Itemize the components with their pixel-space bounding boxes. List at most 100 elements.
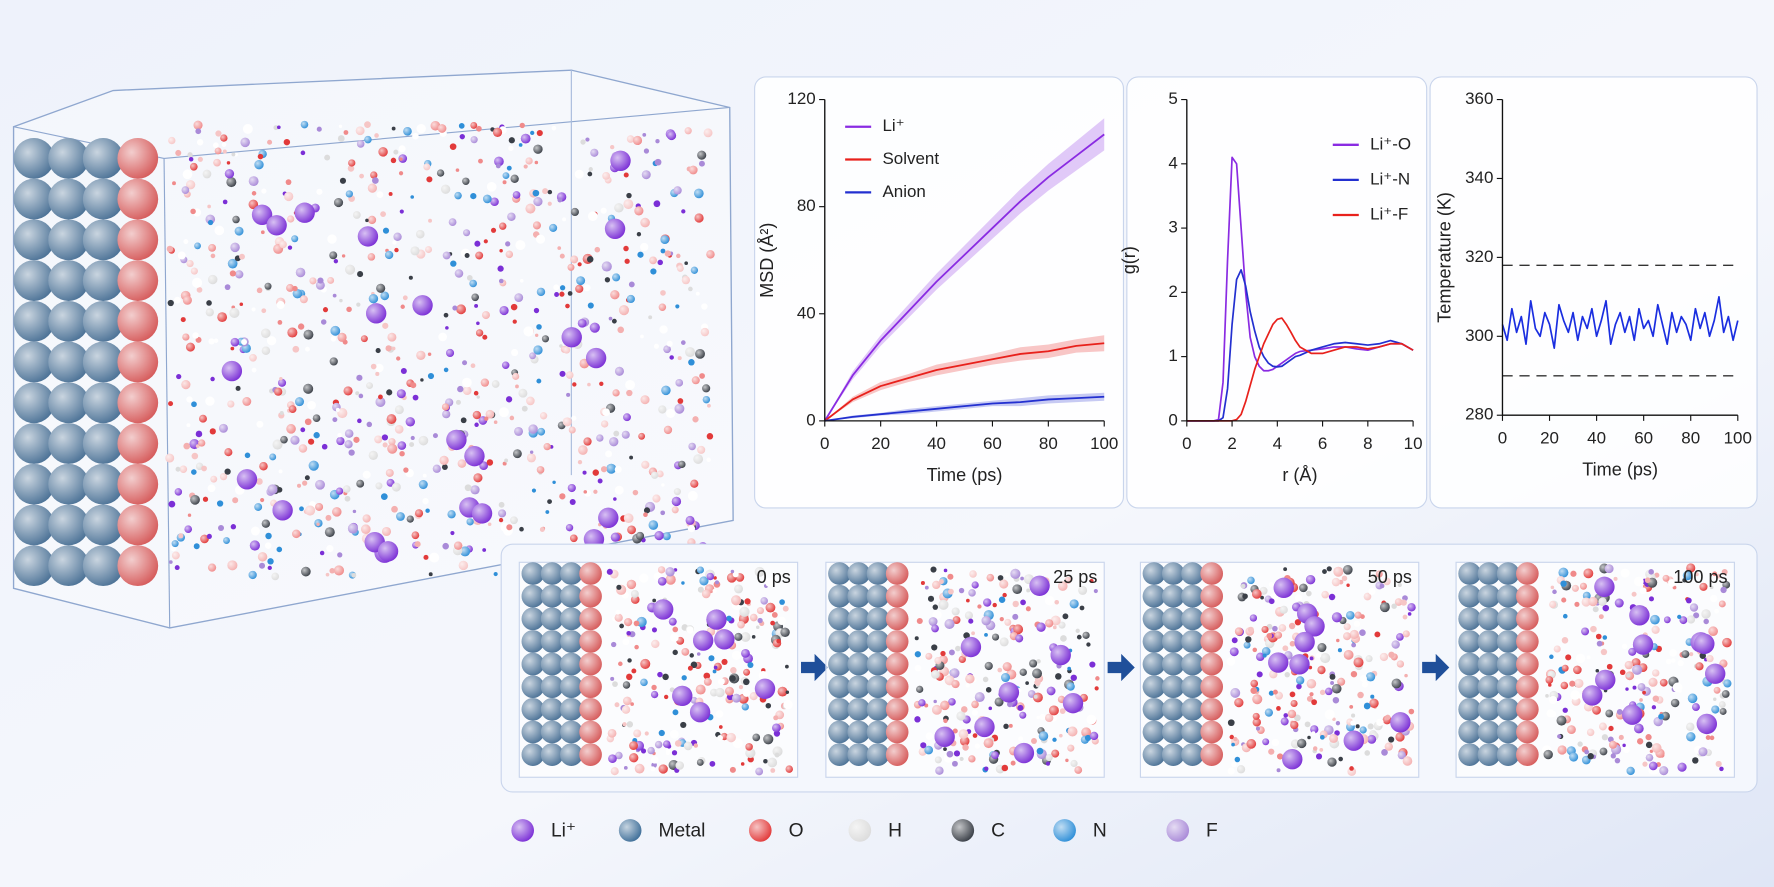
- atom: [924, 585, 929, 590]
- atom: [661, 483, 665, 487]
- atom: [1034, 679, 1041, 686]
- atom-shine: [1710, 594, 1718, 603]
- atom-shine: [650, 690, 659, 699]
- atom-shine: [1230, 688, 1241, 698]
- atom-shine: [345, 190, 353, 198]
- atom: [959, 756, 964, 762]
- atom: [690, 661, 698, 669]
- atom-shine: [1142, 562, 1166, 585]
- atom-shine: [634, 763, 645, 774]
- atom-shine: [367, 215, 377, 225]
- atom: [689, 653, 694, 658]
- atom-shine: [969, 570, 977, 578]
- atom: [740, 762, 745, 766]
- atom-shine: [737, 620, 745, 629]
- atom: [260, 497, 265, 503]
- atom-shine: [1074, 766, 1083, 774]
- atom-shine: [200, 534, 209, 544]
- atom: [260, 230, 265, 235]
- atom-shine: [292, 288, 303, 299]
- atom-shine: [1200, 698, 1224, 721]
- atom-shine: [1234, 627, 1243, 636]
- atom: [1296, 683, 1302, 690]
- atom-shine: [1013, 742, 1035, 764]
- atom: [305, 346, 310, 352]
- atom-shine: [754, 678, 776, 699]
- atom: [380, 493, 388, 501]
- atom: [316, 126, 322, 132]
- atom-shine: [1458, 562, 1481, 585]
- atom: [746, 764, 753, 771]
- atom-shine: [1142, 584, 1166, 608]
- atom-shine: [525, 203, 536, 214]
- atom: [1094, 686, 1099, 691]
- atom-shine: [641, 460, 650, 469]
- atom-shine: [940, 700, 950, 711]
- atom: [699, 373, 705, 379]
- atom-shine: [847, 698, 871, 721]
- atom: [1602, 635, 1608, 640]
- atom: [1720, 586, 1727, 594]
- atom-shine: [665, 567, 675, 577]
- atom: [1328, 593, 1336, 601]
- atom: [251, 191, 257, 196]
- atom: [443, 312, 449, 318]
- atom: [464, 253, 470, 258]
- atom-shine: [456, 304, 466, 315]
- atom-shine: [696, 759, 704, 766]
- atom-shine: [220, 134, 228, 142]
- atom-shine: [512, 372, 520, 380]
- atom-shine: [614, 366, 624, 376]
- atom-shine: [1310, 725, 1319, 734]
- atom: [1367, 723, 1374, 730]
- atom: [655, 139, 660, 144]
- atom-shine: [1375, 570, 1383, 578]
- atom-shine: [1402, 756, 1413, 766]
- atom-legend-label: F: [1206, 821, 1218, 842]
- atom-shine: [1586, 728, 1595, 737]
- atom-shine: [1200, 652, 1224, 676]
- atom-shine: [918, 699, 926, 707]
- atom-shine: [828, 698, 851, 721]
- atom: [680, 721, 687, 729]
- atom: [455, 168, 460, 172]
- atom-shine: [514, 426, 524, 436]
- atom: [751, 635, 756, 639]
- atom-shine: [1181, 584, 1204, 608]
- atom: [1330, 681, 1335, 685]
- atom-shine: [1672, 682, 1683, 693]
- atom-shine: [714, 629, 735, 650]
- atom-shine: [385, 468, 394, 477]
- atom: [229, 270, 236, 277]
- atom: [1374, 631, 1381, 638]
- atom-shine: [1045, 753, 1053, 762]
- atom: [692, 416, 699, 423]
- atom: [717, 735, 723, 741]
- atom-shine: [540, 584, 564, 608]
- atom-shine: [1570, 690, 1581, 700]
- atom-shine: [952, 616, 961, 624]
- atom: [382, 442, 388, 448]
- atom-shine: [560, 562, 583, 585]
- atom-shine: [327, 276, 335, 284]
- atom-shine: [742, 689, 751, 697]
- atom: [1651, 705, 1657, 710]
- atom-shine: [1282, 749, 1303, 770]
- atom: [1560, 580, 1567, 587]
- atom: [1260, 595, 1264, 600]
- atom-shine: [276, 301, 285, 310]
- atom-shine: [1002, 662, 1012, 672]
- atom-shine: [579, 630, 602, 653]
- atom-shine: [1394, 598, 1403, 606]
- atom: [1671, 658, 1676, 663]
- atom-shine: [1161, 630, 1185, 653]
- atom: [961, 706, 968, 713]
- atom: [212, 142, 219, 149]
- atom-shine: [579, 675, 602, 699]
- atom-shine: [1317, 666, 1326, 675]
- atom-shine: [529, 352, 537, 360]
- y-axis-label: MSD (Å²): [757, 223, 777, 298]
- atom-shine: [606, 463, 617, 474]
- atom-shine: [491, 380, 500, 388]
